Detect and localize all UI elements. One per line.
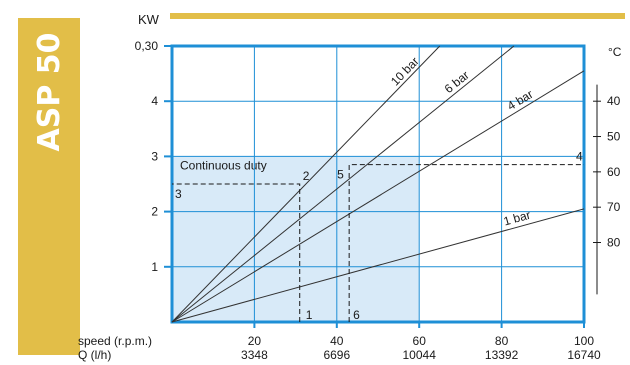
- x-tick-label-flow: 6696: [323, 348, 350, 362]
- continuous-duty-region: [172, 156, 420, 322]
- continuous-duty-label: Continuous duty: [180, 158, 267, 172]
- series-line: [171, 45, 515, 323]
- series-line: [171, 208, 585, 323]
- temperature-tick-label: 60: [607, 165, 621, 179]
- y-unit-label: KW: [138, 12, 160, 27]
- example-point-label: 2: [303, 169, 310, 183]
- product-label: ASP 50: [32, 32, 67, 151]
- x-tick-label-flow: 3348: [241, 348, 268, 362]
- example-point-label: 1: [306, 308, 313, 322]
- x-tick-label-flow: 10044: [403, 348, 437, 362]
- example-dashed-path: [348, 164, 584, 322]
- product-band: [18, 18, 80, 355]
- example-point-label: 6: [353, 308, 360, 322]
- series-line: [171, 45, 441, 323]
- x-axis-label-speed: speed (r.p.m.): [78, 334, 152, 348]
- y-tick-label: 4: [151, 94, 158, 108]
- temperature-tick-label: 70: [607, 200, 621, 214]
- x-tick-label-flow: 16740: [567, 348, 601, 362]
- x-tick-label-speed: 40: [330, 334, 344, 348]
- example-dashed-path: [172, 183, 301, 322]
- example-point-label: 4: [576, 150, 583, 164]
- example-point-label: 3: [175, 187, 182, 201]
- series-label: 1 bar: [502, 208, 532, 229]
- series-line: [171, 70, 585, 323]
- x-axis-label-flow: Q (l/h): [78, 348, 111, 362]
- x-tick-label-speed: 60: [413, 334, 427, 348]
- x-tick-label-speed: 20: [248, 334, 262, 348]
- x-tick-label-flow: 13392: [485, 348, 519, 362]
- x-tick-label-speed: 100: [574, 334, 594, 348]
- example-point-label: 5: [337, 168, 344, 182]
- temperature-tick-label: 40: [607, 94, 621, 108]
- header-bar: [170, 13, 625, 19]
- temperature-unit-label: °C: [608, 45, 622, 59]
- y-tick-label: 3: [151, 149, 158, 163]
- y-tick-label: 0,30: [135, 39, 159, 53]
- temperature-tick-label: 50: [607, 130, 621, 144]
- y-tick-label: 2: [151, 205, 158, 219]
- plot-layer: Continuous duty 1 2 3 4 0,30 speed (r.p.m.)Q (…: [78, 39, 622, 362]
- x-tick-label-speed: 80: [495, 334, 509, 348]
- y-tick-label: 1: [151, 260, 158, 274]
- series-label: 10 bar: [388, 54, 422, 88]
- temperature-tick-label: 80: [607, 236, 621, 250]
